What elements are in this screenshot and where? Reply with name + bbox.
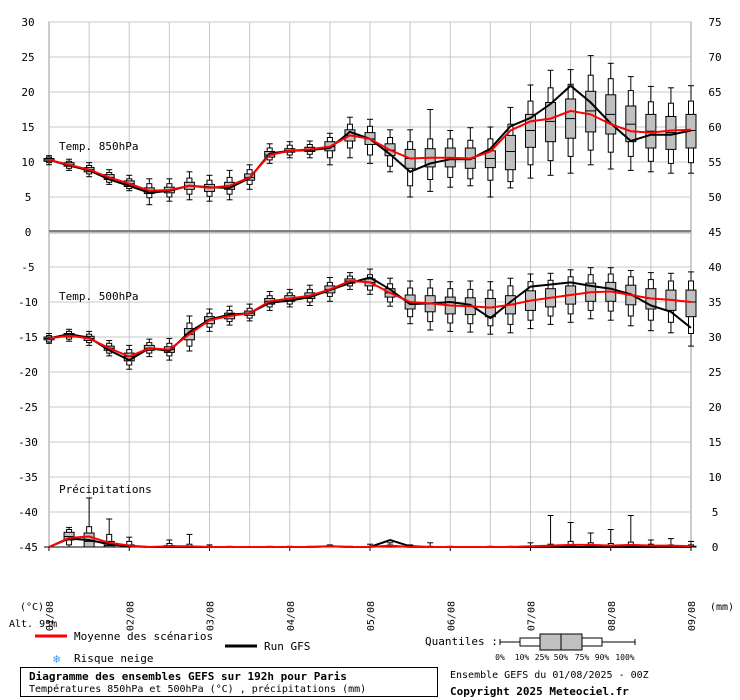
copyright: Copyright 2025 Meteociel.fr — [450, 685, 629, 698]
legend-snow-label: Risque neige — [74, 652, 153, 665]
left-tick-label: -30 — [18, 436, 38, 449]
box-25-75 — [585, 90, 597, 133]
x-tick-label: 05/08 — [366, 601, 377, 631]
right-tick-label: 5 — [712, 506, 719, 519]
left-tick-label: 30 — [21, 16, 34, 29]
x-tick-label: 07/08 — [527, 601, 538, 631]
right-tick-label: 20 — [708, 401, 721, 414]
quantile-label: 25% — [535, 653, 550, 662]
x-tick-label: 02/08 — [125, 601, 136, 631]
t850-mean-line — [48, 109, 692, 192]
right-tick-label: 25 — [708, 366, 721, 379]
x-tick-label: 08/08 — [607, 601, 618, 631]
right-tick-label: 30 — [708, 331, 721, 344]
legend-mean-label: Moyenne des scénarios — [74, 630, 213, 643]
quantile-label: 50% — [554, 653, 569, 662]
left-axis: 30 25 20 15 10 5 0 -5 -10 -15 -20 -25 -30 -35 -40 -45 — [18, 16, 38, 554]
chart-title: Diagramme des ensembles GEFS sur 192h po… — [29, 670, 347, 683]
left-tick-label: 25 — [21, 51, 34, 64]
precip-mean-line — [48, 535, 692, 549]
box-25-75 — [545, 102, 557, 143]
right-tick-label: 60 — [708, 121, 721, 134]
t850-box — [525, 84, 536, 179]
x-tick-label: 06/08 — [446, 601, 457, 631]
t850-box — [625, 76, 637, 171]
legend-quantile-box — [499, 633, 636, 651]
left-tick-label: -10 — [18, 296, 38, 309]
box-25-75 — [504, 134, 516, 171]
x-axis: 01/08 02/08 03/08 04/08 05/08 06/08 07/08 08/08… — [45, 547, 698, 631]
altitude-label: Alt. 93m — [9, 619, 57, 630]
t850-box — [585, 55, 597, 166]
left-tick-label: -40 — [18, 506, 38, 519]
panel-label-t850: Temp. 850hPa — [59, 140, 138, 153]
right-tick-label: 35 — [708, 296, 721, 309]
quantile-label: 100% — [615, 653, 634, 662]
left-tick-label: -25 — [18, 401, 38, 414]
panel-label-precip: Précipitations — [59, 483, 152, 496]
snowflake-icon: ❄ — [53, 652, 60, 666]
left-tick-label: -5 — [21, 261, 34, 274]
legend-run-label: Run GFS — [264, 640, 310, 653]
legend-quantiles-label: Quantiles : — [425, 635, 498, 648]
right-axis-unit: (mm) — [710, 602, 734, 613]
left-axis-unit: (°C) — [20, 602, 44, 613]
right-tick-label: 75 — [708, 16, 721, 29]
left-tick-label: 0 — [25, 226, 32, 239]
right-tick-label: 10 — [708, 471, 721, 484]
t850-box — [605, 62, 617, 170]
x-tick-label: 04/08 — [286, 601, 297, 631]
left-tick-label: -20 — [18, 366, 38, 379]
left-tick-label: 10 — [21, 156, 34, 169]
x-tick-label: 09/08 — [687, 601, 698, 631]
left-tick-label: -45 — [18, 541, 38, 554]
right-tick-label: 50 — [708, 191, 721, 204]
left-tick-label: -15 — [18, 331, 38, 344]
left-tick-label: -35 — [18, 471, 38, 484]
run-info: Ensemble GEFS du 01/08/2025 - 00Z — [450, 670, 649, 681]
t500-mean-line — [48, 279, 692, 358]
right-tick-label: 65 — [708, 86, 721, 99]
chart-subtitle: Températures 850hPa et 500hPa (°C) , pré… — [29, 684, 367, 695]
right-tick-label: 55 — [708, 156, 721, 169]
t850-box — [545, 69, 557, 176]
right-tick-label: 0 — [712, 541, 719, 554]
chart-info-box: Diagramme des ensembles GEFS sur 192h po… — [20, 667, 438, 697]
panel-label-t500: Temp. 500hPa — [59, 290, 138, 303]
left-tick-label: 15 — [21, 121, 34, 134]
legend-quantile-labels: 0% 10% 25% 50% 75% 90% 100% — [495, 653, 635, 662]
quantile-label: 10% — [515, 653, 530, 662]
right-tick-label: 15 — [708, 436, 721, 449]
right-tick-label: 45 — [708, 226, 721, 239]
box-25-75 — [685, 289, 697, 318]
t850-box — [504, 106, 516, 189]
right-tick-label: 70 — [708, 51, 721, 64]
quantile-label: 90% — [595, 653, 610, 662]
plot-area — [43, 55, 697, 549]
right-tick-label: 40 — [708, 261, 721, 274]
x-tick-label: 01/08 — [45, 601, 56, 631]
left-tick-label: 5 — [25, 191, 32, 204]
x-tick-label: 03/08 — [206, 601, 217, 631]
left-tick-label: 20 — [21, 86, 34, 99]
quantile-label: 0% — [495, 653, 505, 662]
quantile-label: 75% — [575, 653, 590, 662]
